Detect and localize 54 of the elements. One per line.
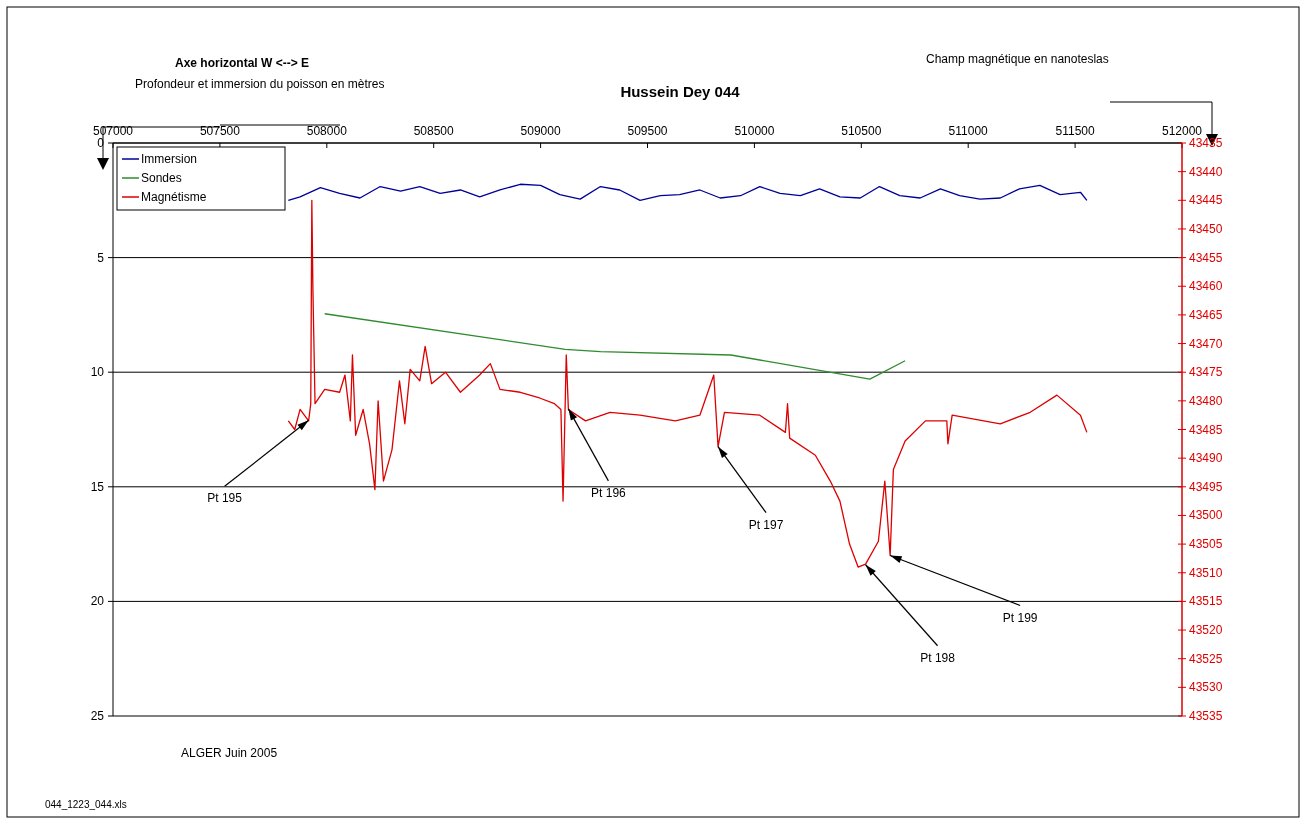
y-axis-title: Profondeur et immersion du poisson en mètres (135, 77, 385, 91)
line-series (287, 183, 1088, 201)
y2-tick-label: 43495 (1189, 479, 1223, 494)
annotation: Pt 199 (1002, 610, 1038, 625)
text: ALGER Juin 2005 (181, 746, 278, 760)
legend-label: Sondes (141, 171, 182, 185)
y2-tick-label: 43475 (1189, 365, 1223, 380)
legend-label: Immersion (141, 152, 198, 166)
y2-tick-label: 43470 (1189, 336, 1223, 351)
y2-tick-label: 43525 (1189, 651, 1223, 666)
y-tick-label: 15 (90, 479, 105, 494)
x-tick-label: 508000 (306, 124, 348, 138)
y2-tick-label: 43435 (1189, 136, 1223, 150)
annotation: Pt 197 (748, 517, 784, 532)
x-tick-label: 509500 (627, 124, 668, 138)
x-tick-label: 507000 (92, 124, 134, 138)
x-tick-label: 509000 (520, 124, 561, 138)
x-axis-title: Axe horizontal W <--> E (175, 56, 310, 70)
annotation: Pt 198 (920, 650, 956, 665)
y2-axis-title: Champ magnétique en nanoteslas (926, 52, 1109, 66)
y2-tick-label: 43485 (1189, 422, 1223, 437)
y2-tick-label: 43450 (1189, 221, 1223, 236)
x-tick-label: 507500 (199, 124, 241, 138)
y2-tick-label: 43515 (1189, 594, 1223, 609)
y-tick-label: 20 (90, 594, 105, 609)
y2-tick-label: 43520 (1189, 623, 1223, 638)
y2-tick-label: 43510 (1189, 565, 1223, 580)
y2-tick-label: 43455 (1189, 250, 1223, 265)
y2-tick-label: 43480 (1189, 393, 1223, 408)
y-tick-label: 5 (97, 250, 105, 265)
line-series (324, 313, 906, 380)
y2-tick-label: 43500 (1189, 508, 1223, 523)
y2-tick-label: 43440 (1189, 164, 1223, 179)
chart-title: Hussein Dey 044 (620, 83, 741, 100)
x-tick-label: 510500 (841, 124, 882, 138)
y-tick-label: 0 (97, 136, 105, 150)
y2-tick-label: 43445 (1189, 193, 1223, 208)
y2-tick-label: 43530 (1189, 680, 1223, 695)
annotation: Pt 195 (207, 491, 243, 506)
annotation: Pt 196 (591, 485, 627, 500)
y2-tick-label: 43460 (1189, 279, 1223, 294)
y-tick-label: 25 (90, 709, 105, 723)
x-tick-label: 511500 (1055, 124, 1095, 138)
y-tick-label: 10 (90, 365, 105, 380)
y2-tick-label: 43465 (1189, 307, 1223, 322)
x-tick-label: 511000 (948, 124, 989, 138)
y2-tick-label: 43490 (1189, 451, 1223, 466)
x-tick-label: 508500 (413, 124, 455, 138)
y2-tick-label: 43505 (1189, 537, 1223, 552)
x-tick-label: 512000 (1161, 124, 1203, 138)
x-tick-label: 510000 (734, 124, 775, 138)
y2-tick-label: 43535 (1189, 709, 1223, 723)
legend-label: Magnétisme (141, 190, 207, 204)
text: 044_1223_044.xls (45, 799, 127, 810)
